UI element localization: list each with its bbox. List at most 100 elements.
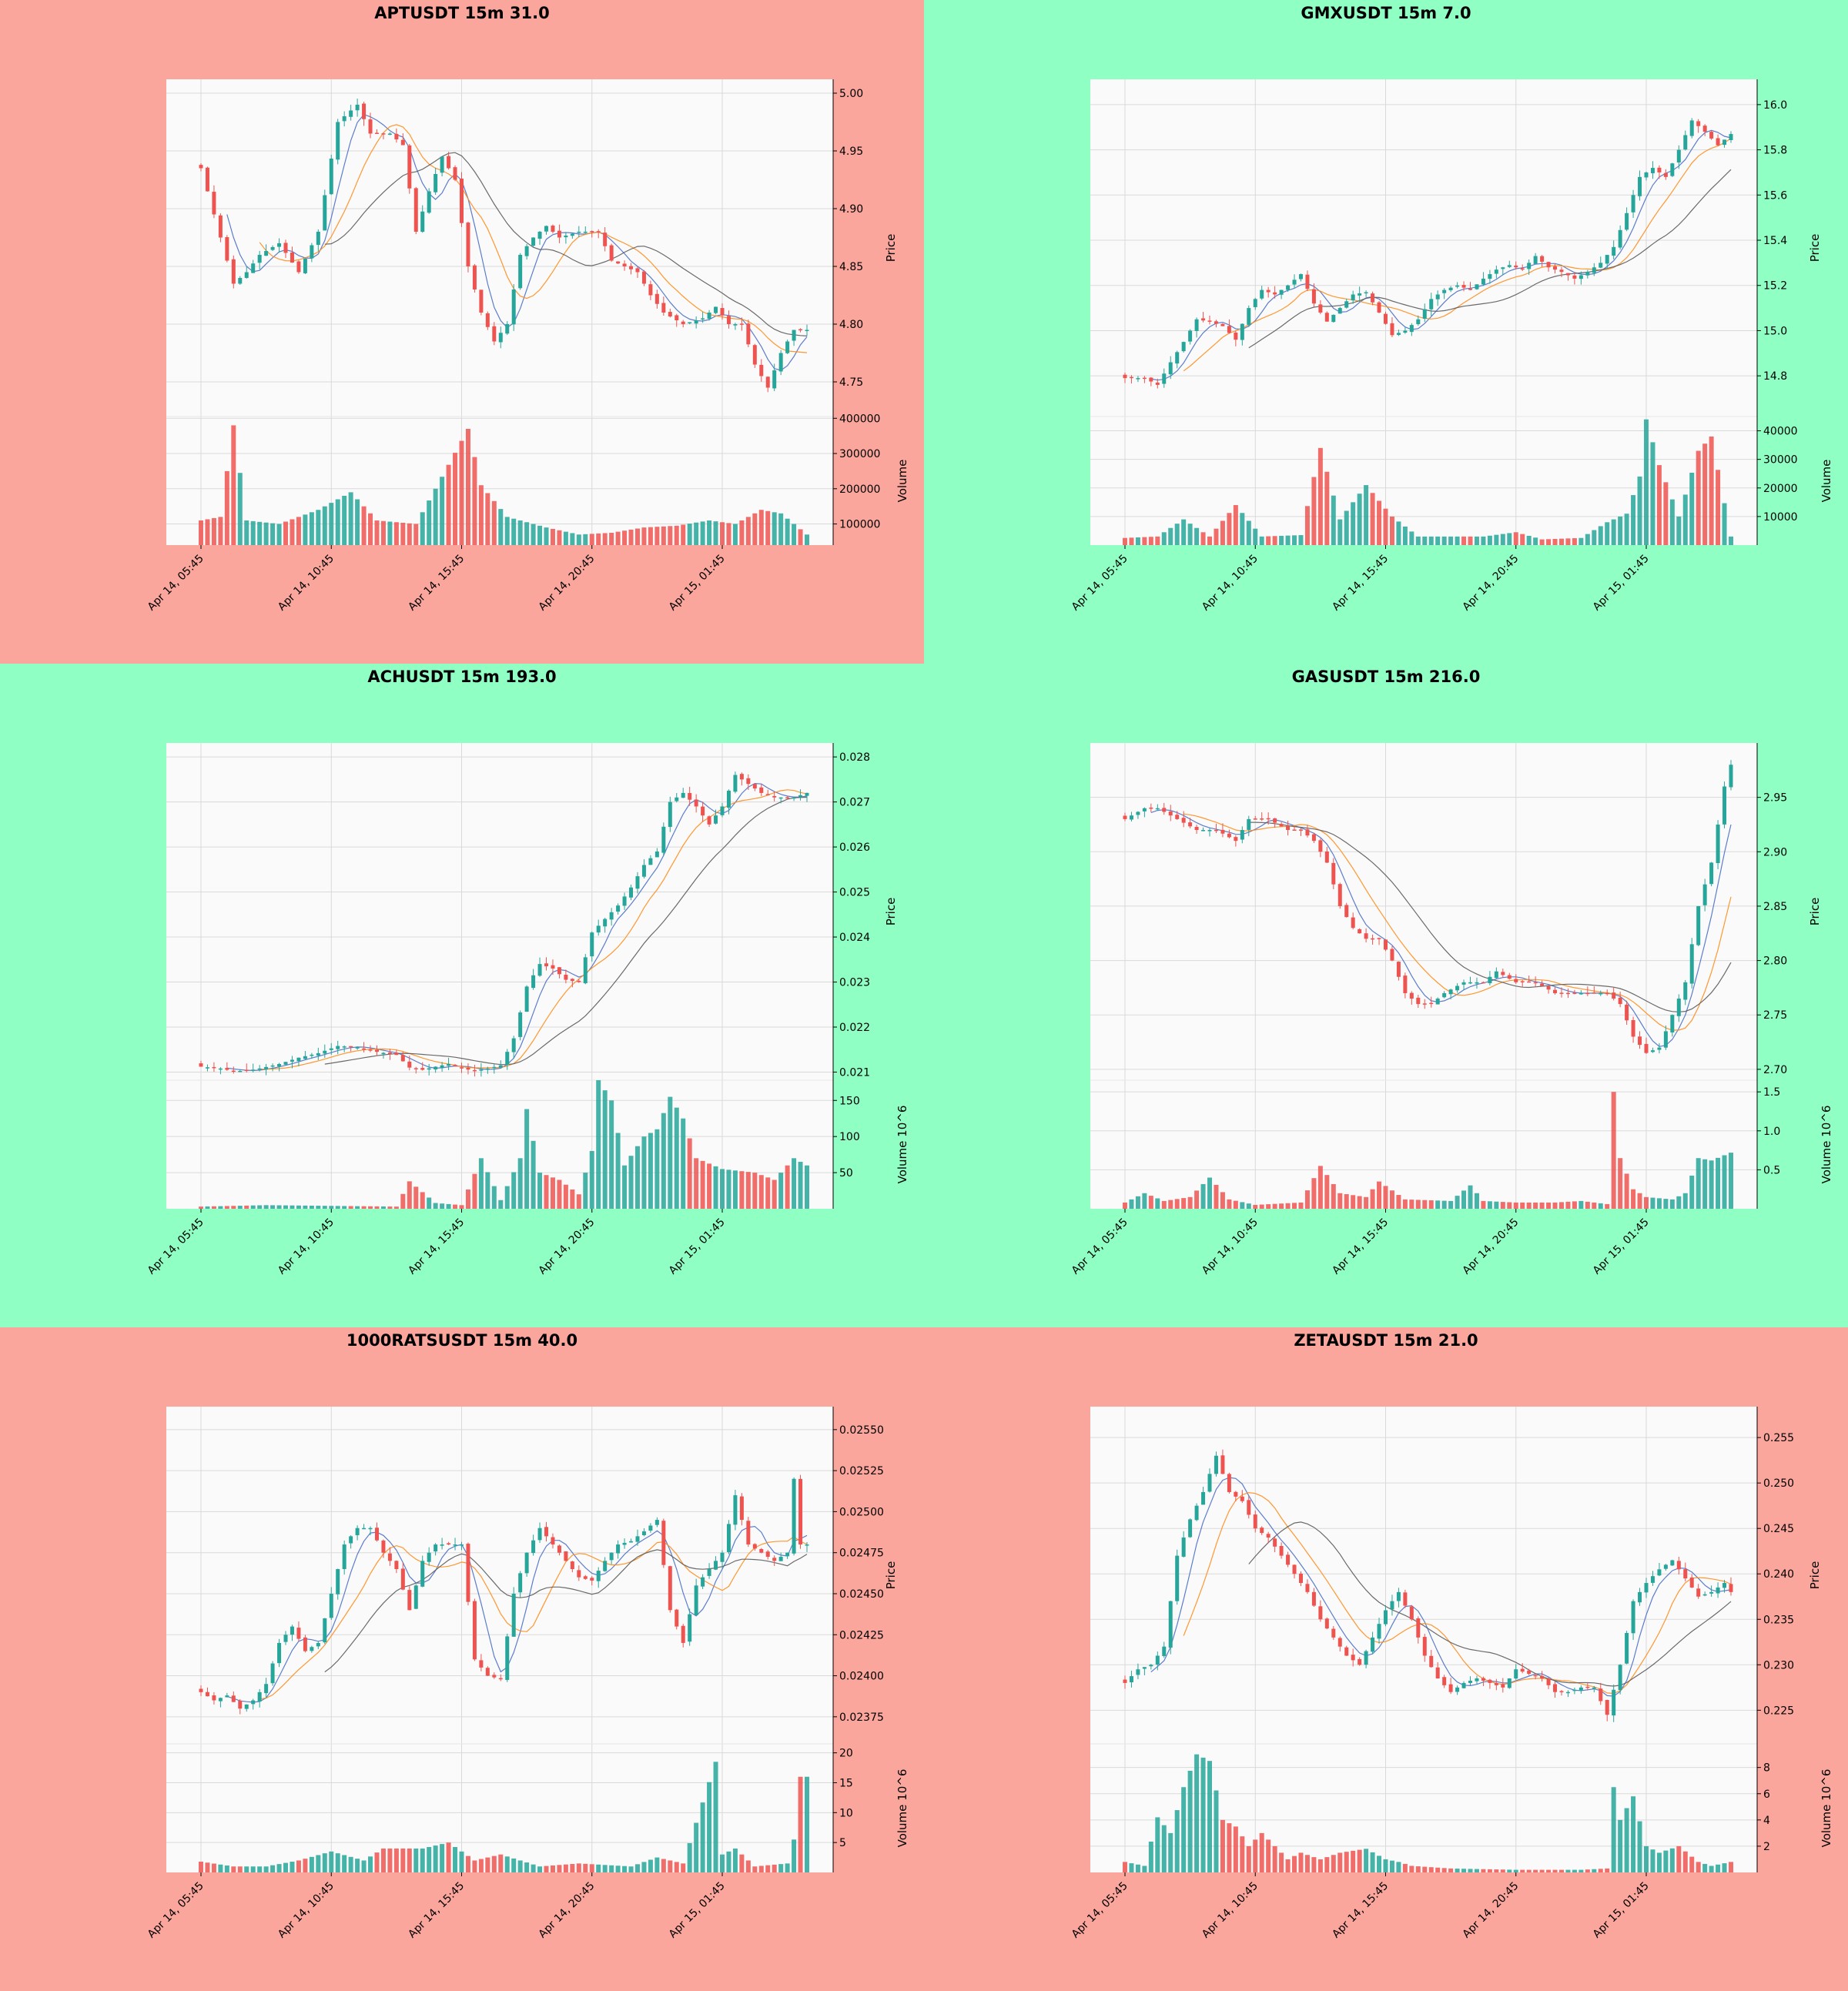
volume-bar (1585, 1201, 1590, 1209)
candle-body (1266, 289, 1270, 293)
candle (1318, 838, 1323, 858)
candle-body (616, 905, 621, 912)
ma-line-mid (259, 124, 808, 353)
volume-bar (322, 506, 327, 545)
candle (199, 163, 203, 172)
candles (1123, 760, 1733, 1054)
candle (1722, 1579, 1727, 1593)
candle-body (212, 192, 216, 215)
volume-bar (602, 1090, 608, 1209)
candle (668, 1565, 672, 1613)
volume-bar (583, 534, 588, 545)
candle-body (1331, 314, 1336, 323)
candle (1155, 804, 1160, 810)
candle-body (1324, 851, 1329, 863)
candle-body (387, 133, 392, 135)
volume-bar (1637, 1193, 1642, 1209)
volume-bar (1455, 1196, 1460, 1209)
volume-bar (459, 440, 464, 545)
candle-body (1344, 905, 1349, 918)
volume-bar (296, 517, 301, 545)
candle-body (355, 1047, 360, 1049)
candle (564, 232, 568, 244)
candle (1220, 1449, 1225, 1474)
candle (1533, 1673, 1538, 1680)
candle (772, 363, 777, 392)
volume-bar (1292, 535, 1297, 545)
candle-body (310, 1054, 314, 1056)
volume-bar (641, 1862, 647, 1872)
volume-bar (1415, 536, 1421, 545)
candle-body (668, 312, 672, 316)
volume-bar (1292, 1855, 1297, 1872)
volume-bar (407, 1848, 412, 1872)
candle-body (1422, 1637, 1427, 1656)
candle (349, 1046, 353, 1052)
candle-body (1696, 905, 1701, 945)
candle (798, 1474, 803, 1549)
volume-bar (478, 485, 484, 545)
candle-body (277, 243, 282, 247)
candle-body (1527, 981, 1532, 983)
candle (1696, 905, 1701, 947)
candle-body (551, 1537, 555, 1545)
candle (1442, 288, 1447, 299)
volume-bar (1351, 1850, 1356, 1872)
moving-averages (1150, 129, 1732, 381)
candle-body (1644, 1043, 1649, 1053)
candle (1207, 828, 1212, 837)
volume-bar (752, 1866, 758, 1872)
candle (681, 1624, 685, 1648)
volume-bar (1194, 1190, 1200, 1209)
right-axis: 0.0210.0220.0230.0240.0250.0260.0270.028… (832, 743, 909, 1209)
candle (1468, 282, 1473, 291)
candle-body (394, 133, 399, 139)
volume-bar (1448, 1868, 1454, 1872)
candle-body (629, 887, 634, 898)
volume-bar (1168, 527, 1173, 545)
candle (641, 1528, 646, 1537)
candle-body (218, 1698, 223, 1702)
candle-body (205, 1692, 209, 1697)
candle-body (498, 1678, 503, 1680)
candle (434, 1543, 438, 1556)
volume-bar (1631, 1189, 1636, 1209)
volume-tick-label: 20000 (1763, 483, 1798, 495)
candle-body (413, 188, 418, 232)
candle (1279, 289, 1284, 299)
candle-body (1201, 830, 1206, 832)
candle-body (772, 1558, 777, 1561)
volume-tick-label: 0.5 (1763, 1164, 1780, 1176)
price-tick-label: 2.75 (1763, 1009, 1787, 1022)
volume-bar (1135, 537, 1140, 545)
candle-body (1702, 884, 1707, 905)
candle (1247, 1496, 1251, 1519)
price-tick-label: 4.75 (839, 376, 863, 389)
candle (270, 245, 275, 251)
candle-body (1683, 135, 1688, 150)
volume-bar (1474, 536, 1479, 545)
volume-bar (1402, 1863, 1408, 1872)
candle-body (1592, 1687, 1596, 1689)
panel-title: ACHUSDT 15m 193.0 (367, 668, 556, 686)
candle (420, 1555, 425, 1588)
chart-panel-1000ratsusdt: 1000RATSUSDT 15m 40.0 0.02375 0.02400 0.024… (0, 1327, 924, 1991)
candle (551, 224, 555, 234)
volume-bar (707, 520, 712, 545)
candle-body (1559, 269, 1564, 273)
candle-body (635, 876, 640, 889)
volume-bar (765, 510, 771, 545)
volume-bar (1233, 505, 1238, 545)
candle (205, 1687, 209, 1697)
candle-body (1533, 256, 1538, 264)
candle-body (329, 1593, 333, 1618)
volume-bar (648, 1133, 653, 1209)
candle-body (798, 795, 803, 798)
candle (251, 1698, 256, 1710)
candle-body (1344, 1647, 1349, 1656)
candle (778, 1552, 783, 1561)
candle (257, 250, 262, 269)
candle-body (1709, 862, 1714, 885)
candle (688, 1608, 692, 1646)
candle-body (1129, 815, 1133, 820)
